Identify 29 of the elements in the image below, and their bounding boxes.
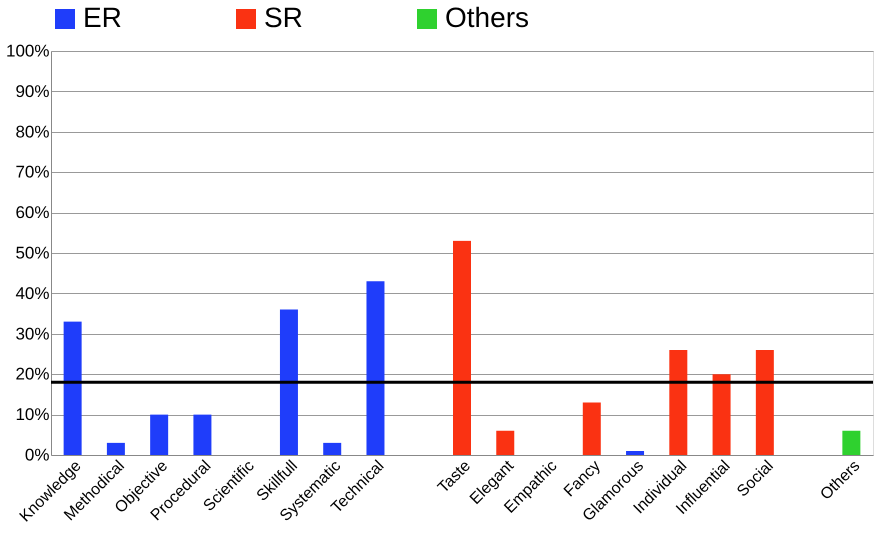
legend-label: ER: [83, 2, 122, 33]
bar: [842, 430, 860, 455]
bar: [626, 450, 644, 455]
bar: [366, 281, 384, 455]
bar: [280, 310, 298, 455]
y-tick-label: 60%: [15, 203, 50, 222]
y-tick-label: 0%: [24, 446, 50, 464]
y-tick-label: 50%: [15, 244, 50, 262]
y-tick-label: 80%: [15, 122, 50, 142]
bar: [712, 374, 731, 455]
y-tick-label: 40%: [15, 284, 50, 303]
bar: [64, 322, 82, 455]
bar: [669, 350, 688, 455]
bar: [150, 414, 168, 455]
y-tick-label: 20%: [15, 364, 50, 384]
bar: [496, 430, 514, 455]
bar: [106, 442, 125, 455]
bar: [193, 414, 212, 455]
bar: [323, 442, 342, 455]
y-tick-label: 10%: [15, 405, 50, 424]
y-tick-label: 100%: [6, 42, 50, 60]
bar: [582, 402, 601, 455]
bar: [453, 240, 471, 455]
y-tick-label: 90%: [15, 82, 50, 101]
y-tick-label: 70%: [15, 162, 50, 182]
bar: [756, 350, 774, 455]
legend-label: SR: [264, 2, 303, 33]
y-tick-label: 30%: [15, 324, 50, 344]
legend-label: Others: [445, 2, 530, 33]
